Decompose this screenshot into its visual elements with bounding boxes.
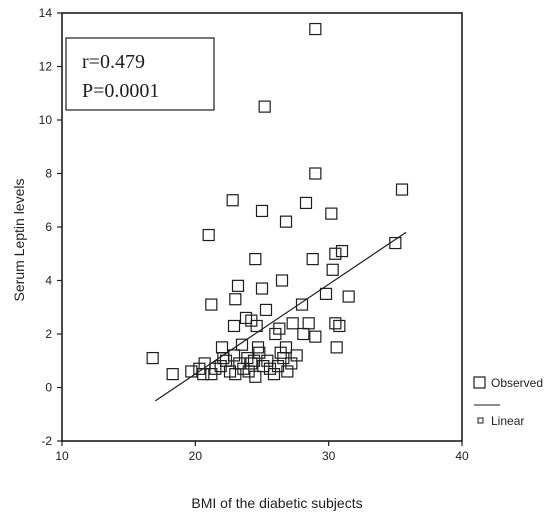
linear-fit-line xyxy=(154,231,407,402)
data-point xyxy=(297,327,310,341)
data-point xyxy=(215,341,229,354)
y-axis-ticks: -2 0 2 4 6 8 10 12 14 xyxy=(39,6,62,448)
data-point xyxy=(333,319,346,333)
data-point xyxy=(197,368,210,381)
data-point xyxy=(389,236,402,250)
data-point xyxy=(275,274,289,287)
y-tick-label: 14 xyxy=(39,6,53,20)
p-value: P=0.0001 xyxy=(82,80,159,102)
data-point xyxy=(249,253,262,266)
x-tick-label: 20 xyxy=(189,449,203,463)
legend-linear-marker xyxy=(477,417,484,424)
data-point xyxy=(227,319,241,333)
data-point xyxy=(263,362,277,375)
data-point xyxy=(309,167,322,180)
data-point xyxy=(309,22,322,36)
x-tick-label: 10 xyxy=(55,449,69,463)
data-point xyxy=(229,368,242,381)
y-axis-title: Serum Leptin levels xyxy=(11,179,27,302)
data-point xyxy=(247,354,261,367)
data-point xyxy=(255,282,269,295)
data-point xyxy=(274,346,287,359)
data-point xyxy=(231,279,245,292)
data-point xyxy=(255,204,269,218)
data-point xyxy=(185,365,198,378)
data-point xyxy=(335,244,349,258)
data-point xyxy=(259,303,273,317)
y-tick-label: 4 xyxy=(45,274,52,288)
stats-box-frame xyxy=(65,37,215,111)
y-tick-label: -2 xyxy=(41,434,52,448)
y-tick-label: 12 xyxy=(39,60,53,74)
legend-linear-label: Linear xyxy=(491,414,524,428)
y-tick-label: 0 xyxy=(45,381,52,395)
x-tick-label: 30 xyxy=(322,449,336,463)
data-point xyxy=(302,317,315,330)
legend: Observed Linear xyxy=(473,376,543,428)
legend-observed-label: Observed xyxy=(491,376,543,390)
x-axis-title: BMI of the diabetic subjects xyxy=(191,495,362,511)
data-point xyxy=(258,100,271,113)
x-tick-label: 40 xyxy=(455,449,469,463)
legend-observed-marker xyxy=(473,376,486,389)
x-axis-ticks: 10 20 30 40 xyxy=(55,441,469,463)
data-point xyxy=(306,253,319,266)
data-point xyxy=(395,183,409,196)
data-point xyxy=(330,341,343,354)
data-point xyxy=(202,228,215,242)
data-point xyxy=(217,351,230,365)
data-point xyxy=(329,317,342,330)
data-point xyxy=(269,327,282,341)
data-point xyxy=(245,357,258,370)
y-tick-label: 10 xyxy=(39,113,53,127)
data-point xyxy=(299,196,313,210)
data-point xyxy=(325,207,338,220)
data-point xyxy=(205,298,218,311)
data-point xyxy=(329,247,342,260)
regression-line-layer xyxy=(154,231,407,402)
data-point xyxy=(250,319,263,333)
data-point xyxy=(229,293,242,306)
data-point xyxy=(326,263,339,276)
data-point xyxy=(295,298,309,311)
data-point xyxy=(309,330,322,343)
observed-points-layer xyxy=(146,22,409,383)
correlation-coefficient: r=0.479 xyxy=(82,51,145,73)
data-point xyxy=(319,287,333,300)
data-point xyxy=(279,215,293,228)
stats-box: r=0.479 P=0.0001 xyxy=(65,37,215,111)
y-tick-label: 8 xyxy=(45,167,52,181)
data-point xyxy=(342,290,355,303)
data-point xyxy=(146,351,159,365)
data-point xyxy=(235,338,249,351)
data-point xyxy=(286,317,299,330)
y-tick-label: 6 xyxy=(45,220,52,234)
data-point xyxy=(281,365,294,378)
data-point xyxy=(290,349,303,362)
y-tick-label: 2 xyxy=(45,327,52,341)
data-point xyxy=(226,194,239,207)
data-point xyxy=(166,368,179,381)
